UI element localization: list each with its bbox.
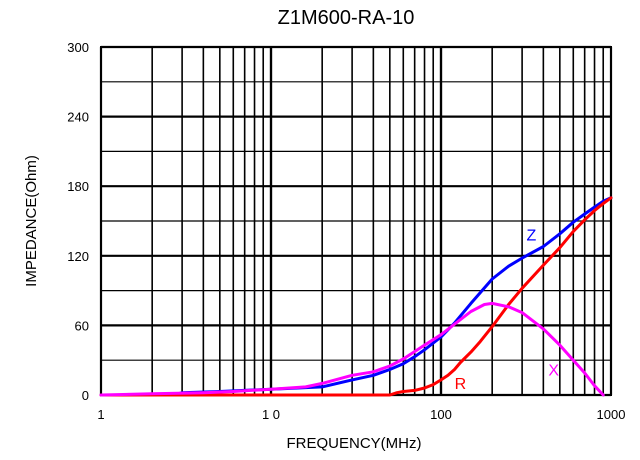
series-lines (99, 196, 613, 397)
x-tick-label: 1 (97, 407, 104, 422)
x-axis-label: FREQUENCY(MHz) (287, 435, 422, 452)
y-tick-label: 120 (67, 249, 89, 264)
y-tick-label: 240 (67, 110, 89, 125)
y-tick-label: 60 (75, 318, 89, 333)
series-label-z: Z (526, 228, 536, 245)
y-tick-label: 300 (67, 40, 89, 55)
series-label-x: X (548, 362, 559, 379)
y-tick-label: 0 (82, 388, 89, 403)
y-tick-label: 180 (67, 179, 89, 194)
y-axis-label: IMPEDANCE(Ohm) (23, 155, 40, 287)
chart-title: Z1M600-RA-10 (278, 7, 415, 29)
series-labels: Z R X (455, 228, 560, 393)
x-tick-labels: 1 1 0 100 1000 (97, 407, 625, 422)
series-label-r: R (455, 376, 467, 393)
series-line-r (99, 196, 613, 397)
y-tick-labels: 0 60 120 180 240 300 (67, 40, 89, 403)
x-tick-label: 100 (430, 407, 452, 422)
x-tick-label: 1000 (597, 407, 626, 422)
x-tick-label: 1 0 (262, 407, 280, 422)
plot-grid (99, 45, 613, 397)
series-line-x (99, 301, 605, 397)
